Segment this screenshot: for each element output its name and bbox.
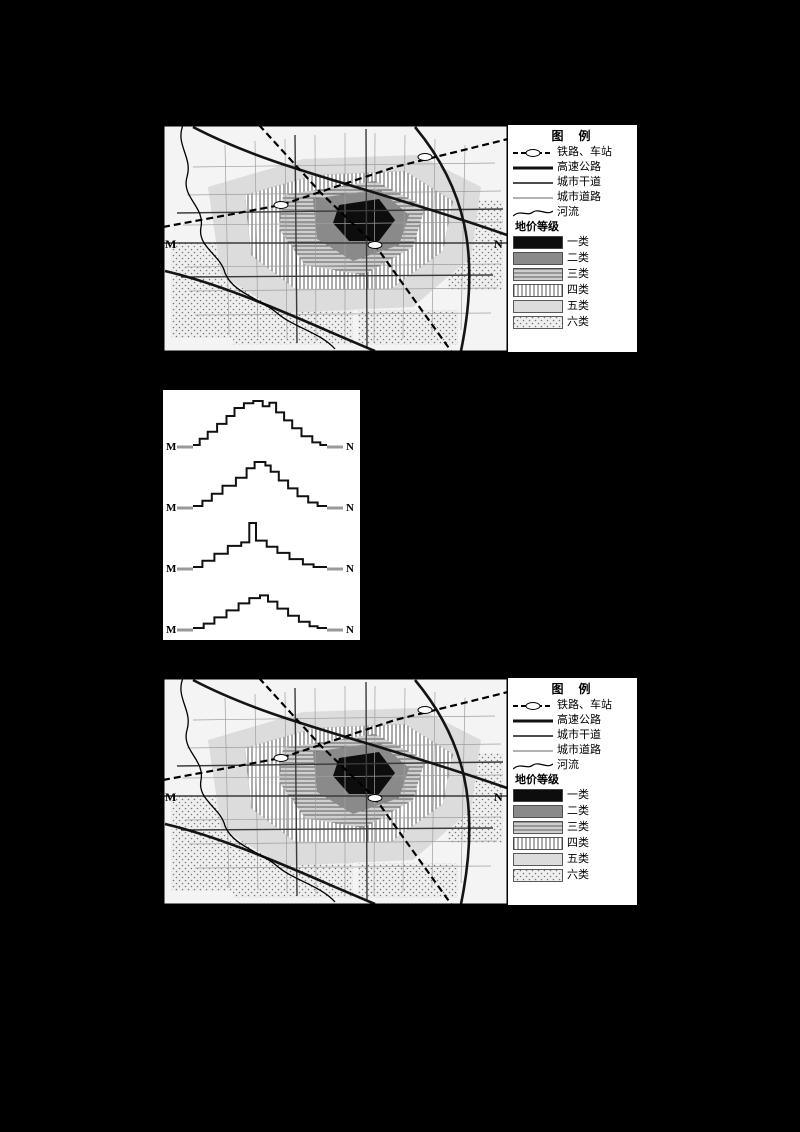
profile-label-M: M — [166, 563, 177, 575]
profile-chart-3: M N — [166, 522, 354, 575]
legend-item-railway: 铁路、车站 — [513, 698, 635, 713]
grade3-swatch-icon — [513, 820, 563, 834]
profile-curve — [193, 400, 327, 446]
profile-label-N: N — [346, 441, 354, 453]
legend-label: 二类 — [567, 251, 589, 264]
legend-grade-1: 一类 — [513, 787, 635, 803]
legend-title: 图 例 — [551, 682, 597, 696]
grade5-swatch-icon — [513, 852, 563, 866]
railway-station-icon — [513, 148, 553, 157]
legend-label: 河流 — [557, 759, 579, 771]
legend-grade-4: 四类 — [513, 282, 635, 298]
grade6-swatch-icon — [513, 868, 563, 882]
legend-label: 一类 — [567, 788, 589, 801]
legend-label: 五类 — [567, 299, 589, 312]
railway-station-icon — [513, 701, 553, 710]
legend-label: 城市道路 — [557, 744, 601, 756]
legend-grade-5: 五类 — [513, 298, 635, 314]
profile-chart-2: M N — [166, 461, 354, 514]
expressway-icon — [513, 719, 553, 722]
profile-label-M: M — [166, 624, 177, 636]
expressway-icon — [513, 166, 553, 169]
legend-label: 六类 — [567, 315, 589, 328]
grade-title: 地价等级 — [515, 774, 559, 786]
legend-grade-3: 三类 — [513, 266, 635, 282]
profile-chart-1: M N — [166, 400, 354, 453]
profile-label-N: N — [346, 502, 354, 514]
legend-item-railway: 铁路、车站 — [513, 145, 635, 160]
legend-grade-2: 二类 — [513, 803, 635, 819]
city-road-icon — [513, 197, 553, 198]
profile-curve — [193, 461, 327, 507]
city-road-icon — [513, 750, 553, 751]
legend-grade-4: 四类 — [513, 835, 635, 851]
legend-grade-6: 六类 — [513, 314, 635, 330]
river-icon — [513, 762, 553, 769]
city-land-price-map — [163, 125, 508, 352]
legend-grade-6: 六类 — [513, 867, 635, 883]
grade6-swatch-icon — [513, 315, 563, 329]
grade5-swatch-icon — [513, 299, 563, 313]
legend-label: 河流 — [557, 206, 579, 218]
legend-item-river: 河流 — [513, 758, 635, 773]
legend-label: 四类 — [567, 836, 589, 849]
legend-label: 一类 — [567, 235, 589, 248]
grade3-swatch-icon — [513, 267, 563, 281]
map-legend: 图 例 铁路、车站 高速公路 城市干道 城市道路 河流 地价等级 — [508, 678, 637, 905]
profile-curve — [193, 594, 327, 629]
profile-label-N: N — [346, 624, 354, 636]
legend-label: 高速公路 — [557, 714, 601, 726]
legend-label: 三类 — [567, 267, 589, 280]
grade1-swatch-icon — [513, 235, 563, 249]
grade4-swatch-icon — [513, 283, 563, 297]
profile-option-2: M N — [163, 454, 360, 515]
legend-label: 城市干道 — [557, 176, 601, 188]
land-price-map-figure-top: 图 例 铁路、车站 高速公路 城市干道 城市道路 河流 地价等级 — [163, 125, 637, 352]
legend-item-arterial: 城市干道 — [513, 728, 635, 743]
city-land-price-map — [163, 678, 508, 905]
profile-label-N: N — [346, 563, 354, 575]
grade2-swatch-icon — [513, 251, 563, 265]
legend-grade-1: 一类 — [513, 234, 635, 250]
legend-label: 五类 — [567, 852, 589, 865]
legend-item-road: 城市道路 — [513, 743, 635, 758]
legend-label: 二类 — [567, 804, 589, 817]
arterial-road-icon — [513, 734, 553, 737]
land-price-map-figure-bottom: 图 例 铁路、车站 高速公路 城市干道 城市道路 河流 地价等级 — [163, 678, 637, 905]
arterial-road-icon — [513, 181, 553, 184]
legend-title: 图 例 — [551, 129, 597, 143]
legend-label: 四类 — [567, 283, 589, 296]
grade1-swatch-icon — [513, 788, 563, 802]
profile-label-M: M — [166, 502, 177, 514]
profile-curve — [193, 522, 327, 568]
legend-label: 铁路、车站 — [557, 699, 612, 711]
grade4-swatch-icon — [513, 836, 563, 850]
land-price-profile-options-figure: M N M N M N — [163, 390, 360, 640]
profile-option-3: M N — [163, 515, 360, 576]
legend-grade-2: 二类 — [513, 250, 635, 266]
legend-label: 铁路、车站 — [557, 146, 612, 158]
legend-item-river: 河流 — [513, 205, 635, 220]
legend-label: 城市道路 — [557, 191, 601, 203]
profile-option-4: M N — [163, 576, 360, 637]
profile-option-1: M N — [163, 393, 360, 454]
legend-grade-5: 五类 — [513, 851, 635, 867]
grade2-swatch-icon — [513, 804, 563, 818]
legend-item-expressway: 高速公路 — [513, 713, 635, 728]
legend-item-road: 城市道路 — [513, 190, 635, 205]
legend-label: 高速公路 — [557, 161, 601, 173]
legend-grade-3: 三类 — [513, 819, 635, 835]
legend-label: 三类 — [567, 820, 589, 833]
legend-label: 城市干道 — [557, 729, 601, 741]
profile-chart-4: M N — [166, 594, 354, 636]
legend-label: 六类 — [567, 868, 589, 881]
profile-label-M: M — [166, 441, 177, 453]
legend-item-arterial: 城市干道 — [513, 175, 635, 190]
map-legend: 图 例 铁路、车站 高速公路 城市干道 城市道路 河流 地价等级 — [508, 125, 637, 352]
legend-item-expressway: 高速公路 — [513, 160, 635, 175]
river-icon — [513, 209, 553, 216]
grade-title: 地价等级 — [515, 221, 559, 233]
